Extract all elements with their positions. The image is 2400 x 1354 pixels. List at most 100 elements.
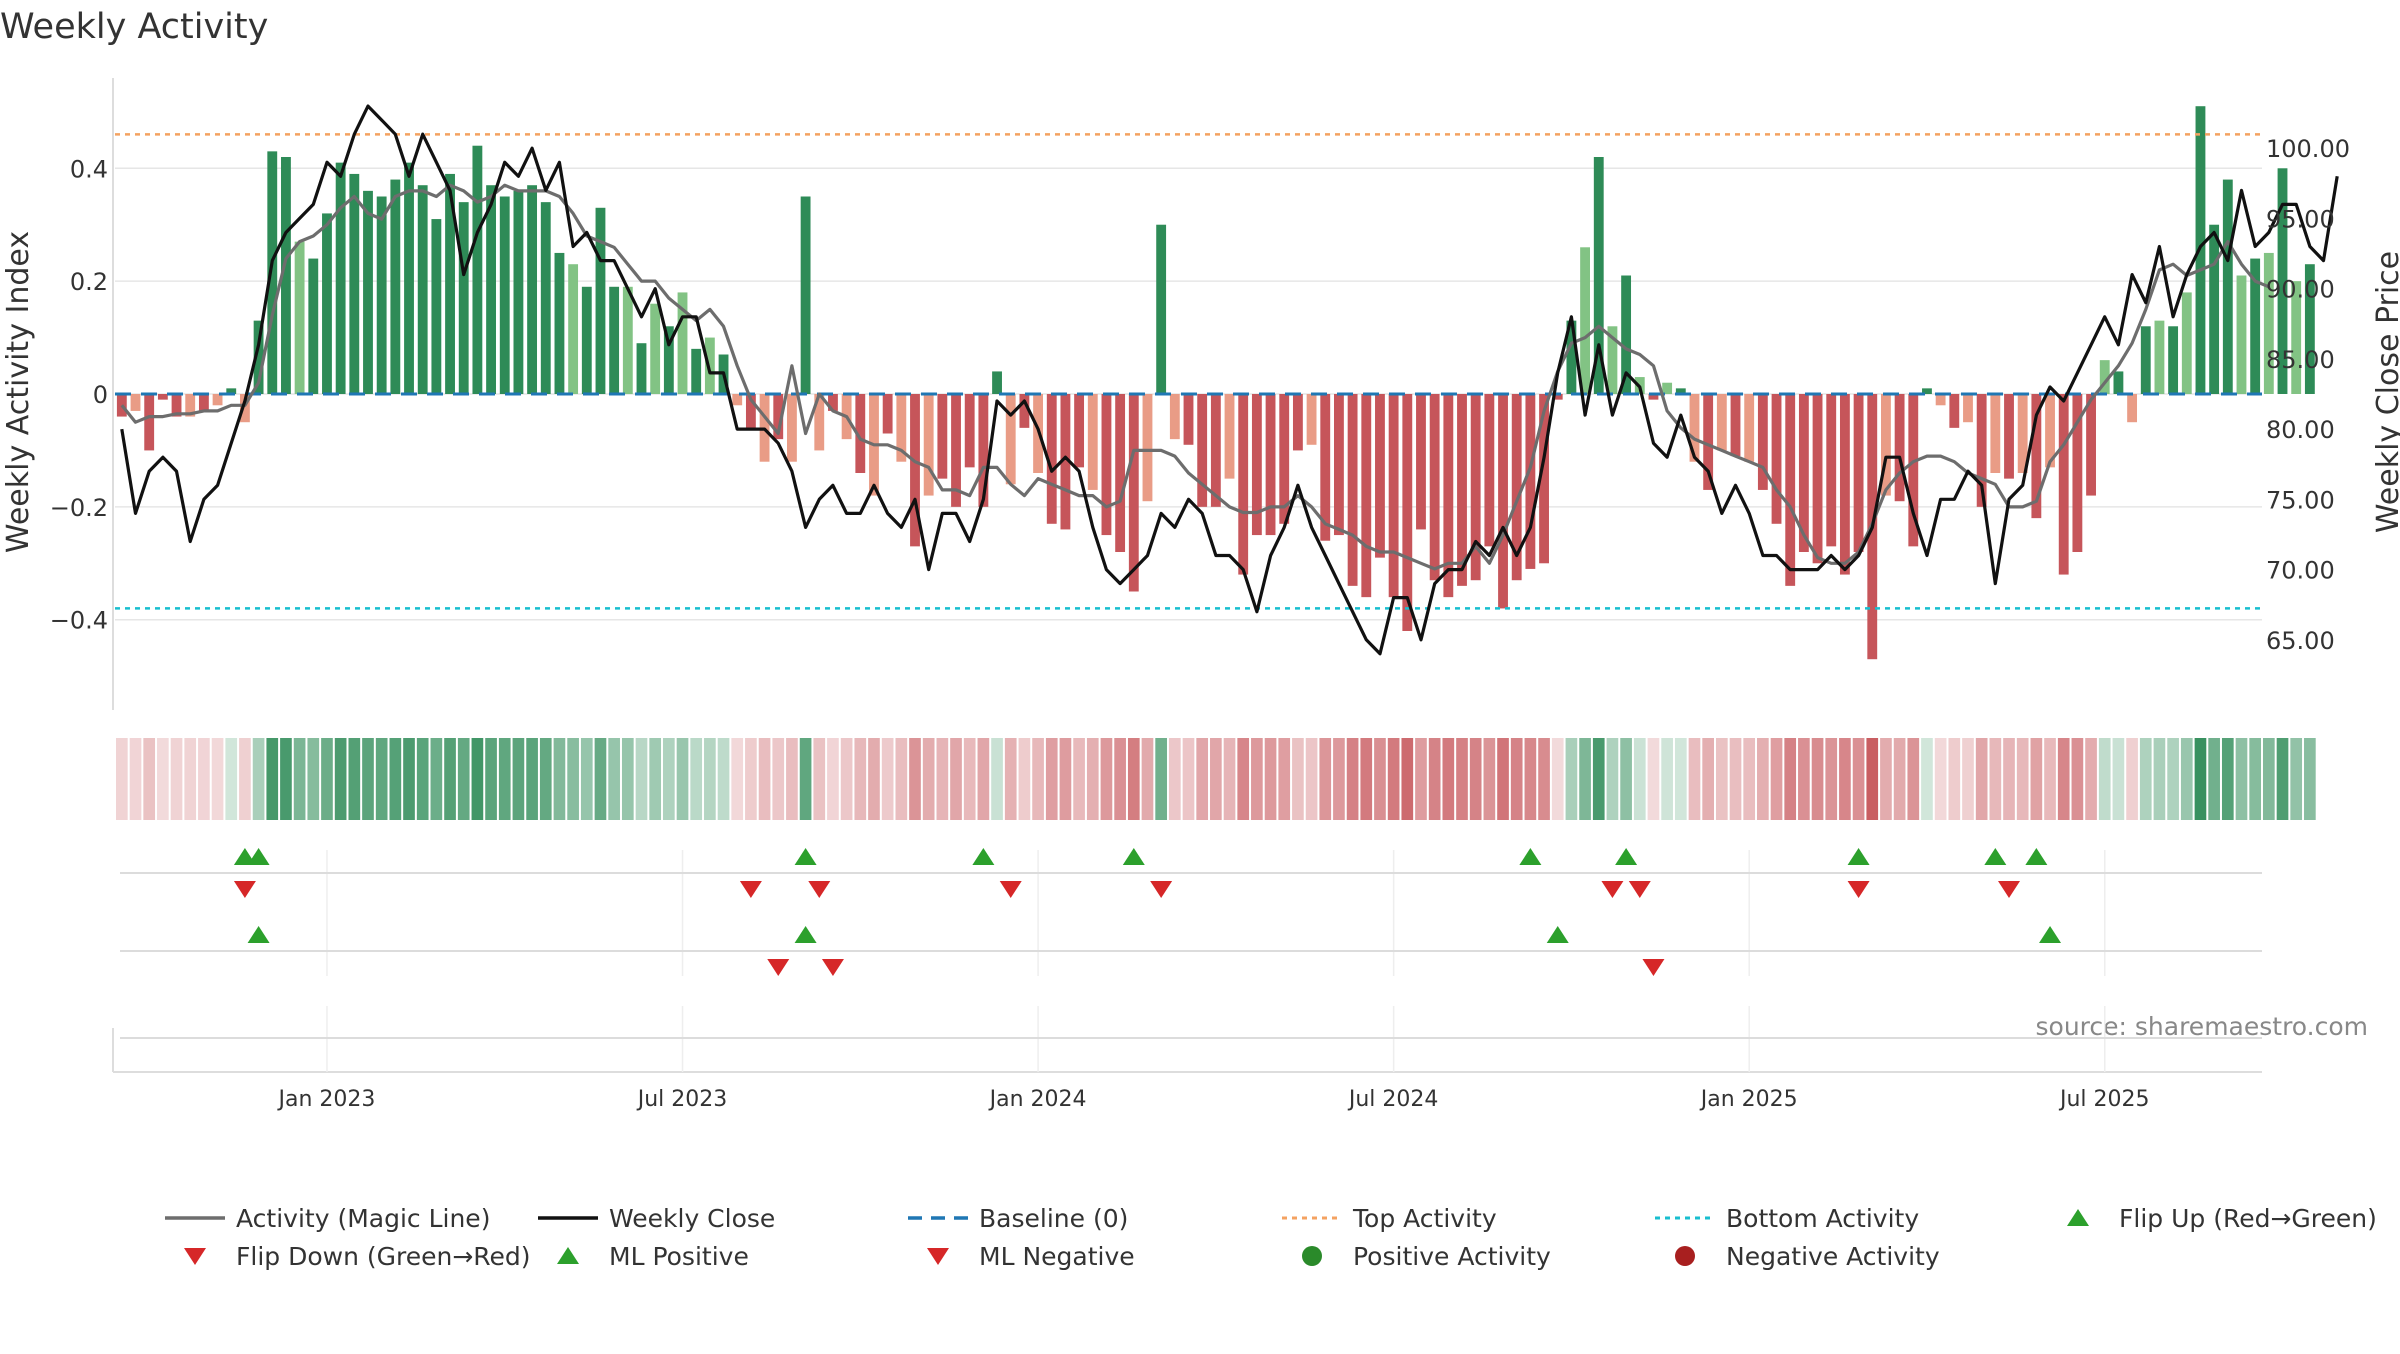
activity-bar — [1224, 394, 1235, 479]
activity-bar — [2263, 252, 2274, 394]
activity-bar — [1087, 394, 1098, 490]
heat-cell — [1962, 738, 1974, 820]
heat-cell — [1059, 738, 1072, 820]
activity-bar — [1265, 394, 1276, 536]
signal-markers — [233, 848, 2062, 976]
activity-bar — [1826, 394, 1837, 547]
heat-cell — [690, 738, 703, 820]
heat-cell — [457, 738, 470, 820]
heat-cell — [1661, 738, 1673, 820]
activity-bar — [2072, 394, 2083, 552]
activity-bar — [828, 394, 838, 411]
heat-cell — [704, 738, 716, 820]
heat-cell — [2112, 738, 2125, 820]
activity-bar — [1771, 394, 1782, 524]
activity-bar — [2140, 326, 2151, 394]
heat-cell — [2194, 738, 2207, 820]
activity-bar — [185, 394, 196, 417]
activity-bar — [1703, 394, 1714, 490]
activity-bar — [363, 190, 373, 394]
heat-cell — [1018, 738, 1031, 820]
series-lines — [120, 104, 2339, 656]
flip-down-marker — [1998, 881, 2021, 898]
heat-cell — [1921, 738, 1933, 820]
activity-bar — [1210, 394, 1221, 507]
heat-cell — [868, 738, 880, 820]
activity-bar — [568, 264, 579, 394]
activity-bar — [2222, 179, 2233, 394]
heat-cell — [922, 738, 935, 820]
activity-bar — [1881, 394, 1891, 496]
heat-cell — [2180, 738, 2193, 820]
activity-bar — [486, 185, 496, 394]
activity-bar — [2031, 394, 2042, 519]
activity-bar — [1963, 394, 1973, 423]
activity-bar — [1320, 394, 1331, 541]
x-tick-label: Jul 2023 — [636, 1087, 728, 1112]
activity-bar — [2154, 320, 2165, 394]
ml-negative-marker — [1642, 959, 1665, 976]
tick-labels: 0.4 0.2 0 −0.2 −0.4 100.00 95.00 90.00 85.00 80.0… — [50, 135, 2350, 1112]
activity-bar — [1675, 388, 1686, 394]
x-tick-label: Jan 2025 — [1699, 1087, 1798, 1112]
heat-strip — [116, 738, 2316, 820]
heat-cell — [1811, 738, 1824, 820]
heat-cell — [1374, 738, 1386, 820]
heat-cell — [1784, 738, 1797, 820]
heat-cell — [1442, 738, 1455, 820]
heat-cell — [1702, 738, 1714, 820]
activity-bar — [609, 286, 620, 394]
activity-bar — [2236, 275, 2247, 394]
flip-up-marker — [1847, 848, 1870, 865]
heat-cell — [526, 738, 538, 820]
heat-cell — [950, 738, 962, 820]
y-tick-right: 100.00 — [2266, 135, 2350, 163]
activity-bar — [499, 196, 510, 394]
activity-bar — [1402, 394, 1413, 631]
heat-cell — [580, 738, 593, 820]
heat-cell — [1004, 738, 1017, 820]
heat-cell — [1592, 738, 1605, 820]
heat-cell — [1497, 738, 1509, 820]
heat-cell — [1278, 738, 1291, 820]
activity-bar — [1115, 394, 1126, 552]
heat-cell — [1948, 738, 1961, 820]
y-tick-right: 95.00 — [2266, 205, 2335, 233]
flip-up-marker — [972, 848, 995, 865]
activity-bar — [978, 394, 989, 507]
legend-swatch — [2067, 1209, 2089, 1226]
heat-cell — [512, 738, 525, 820]
activity-bar — [171, 394, 182, 417]
heat-cell — [348, 738, 361, 820]
y-tick-right: 85.00 — [2266, 346, 2335, 374]
y-tick-right: 70.00 — [2266, 557, 2335, 585]
activity-bar — [800, 196, 811, 394]
activity-bar — [1976, 394, 1987, 507]
heat-cell — [252, 738, 265, 820]
activity-bar — [513, 190, 524, 394]
source-note: source: sharemaestro.com — [2036, 1012, 2369, 1041]
heat-cell — [321, 738, 333, 820]
heat-cell — [471, 738, 484, 820]
heat-cell — [963, 738, 976, 820]
legend: Activity (Magic Line) Weekly Close Baselin… — [165, 1204, 2377, 1271]
heat-cell — [129, 738, 142, 820]
heat-cell — [758, 738, 771, 820]
heat-cell — [663, 738, 675, 820]
activity-bar — [786, 394, 797, 462]
heat-cell — [1319, 738, 1332, 820]
flip-down-marker — [233, 881, 256, 898]
heat-cell — [389, 738, 402, 820]
activity-bar — [732, 394, 743, 406]
heat-cell — [1633, 738, 1646, 820]
activity-bar — [335, 162, 346, 394]
heat-cell — [1456, 738, 1468, 820]
activity-bar — [1169, 394, 1180, 440]
heat-cell — [1114, 738, 1126, 820]
heat-cell — [1524, 738, 1537, 820]
heat-cell — [539, 738, 552, 820]
legend-label: Flip Down (Green→Red) — [236, 1242, 531, 1271]
heat-cell — [1989, 738, 2002, 820]
activity-bar — [1388, 394, 1399, 598]
